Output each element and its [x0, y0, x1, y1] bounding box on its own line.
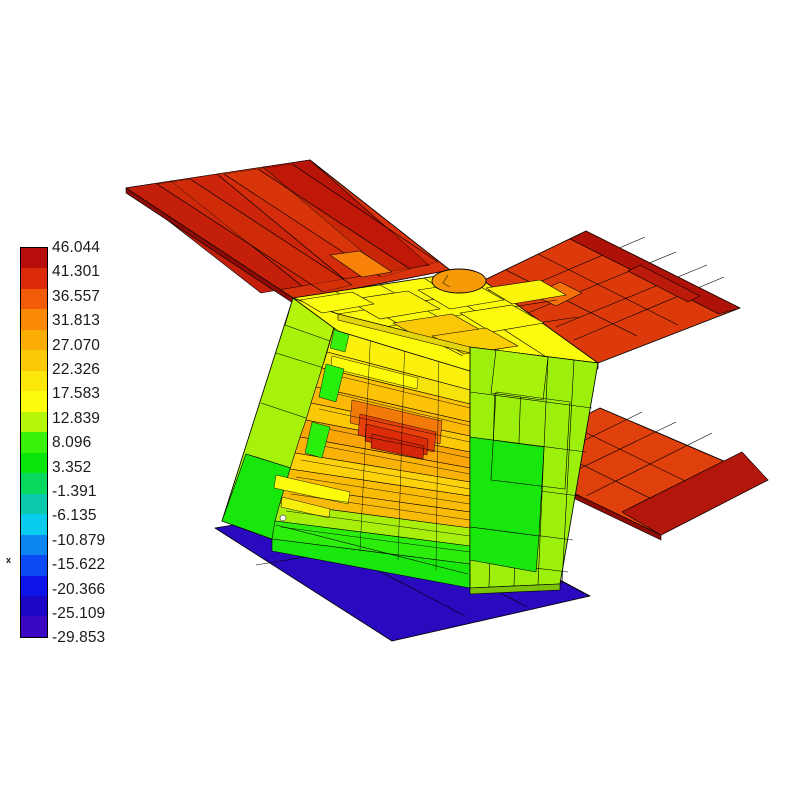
legend-tick-label: 41.301 [52, 263, 101, 281]
axis-indicator-x: x [6, 555, 12, 565]
legend-band [21, 473, 47, 494]
legend-tick-label: 36.557 [52, 287, 101, 305]
legend-color-bar[interactable] [20, 247, 48, 638]
legend-tick-label: -15.622 [52, 556, 106, 574]
legend-band [21, 309, 47, 330]
legend-band [21, 555, 47, 576]
legend-band [21, 534, 47, 556]
legend-tick-label: 3.352 [52, 458, 92, 476]
legend-tick-labels: 46.044 41.301 36.557 31.813 27.070 22.32… [52, 238, 138, 646]
legend-tick-label: 17.583 [52, 385, 101, 403]
legend-tick-label: 12.839 [52, 409, 101, 427]
legend-band [21, 268, 47, 289]
legend-band [21, 391, 47, 412]
legend-band [21, 575, 47, 596]
legend-tick-label: 46.044 [52, 239, 101, 256]
legend-tick-label: 27.070 [52, 336, 101, 354]
legend-band [21, 288, 47, 310]
legend-band [21, 514, 47, 535]
legend-tick-label: -25.109 [52, 605, 106, 622]
legend-tick-label: -6.135 [52, 507, 97, 525]
legend-band [21, 411, 47, 433]
legend-tick-label: 8.096 [52, 434, 92, 452]
legend-band [21, 493, 47, 515]
legend-band [21, 350, 47, 371]
legend-band [21, 432, 47, 453]
legend-tick-label: -20.366 [52, 580, 106, 598]
interior-shelf-stack[interactable] [271, 313, 471, 589]
right-side-wall[interactable] [469, 346, 599, 595]
legend-band [21, 595, 47, 617]
legend-band [21, 616, 47, 637]
color-legend[interactable]: 46.044 41.301 36.557 31.813 27.070 22.32… [20, 239, 137, 647]
legend-tick-label: 31.813 [52, 312, 101, 330]
antenna-dish[interactable] [431, 268, 487, 294]
left-solar-panel[interactable] [125, 159, 451, 306]
legend-band [21, 452, 47, 474]
legend-tick-label: 22.326 [52, 361, 101, 378]
legend-band [21, 370, 47, 392]
legend-tick-label: -29.853 [52, 629, 106, 647]
legend-band [21, 329, 47, 351]
legend-band [21, 248, 47, 269]
legend-tick-label: -10.879 [52, 531, 106, 549]
legend-tick-label: -1.391 [52, 483, 97, 500]
